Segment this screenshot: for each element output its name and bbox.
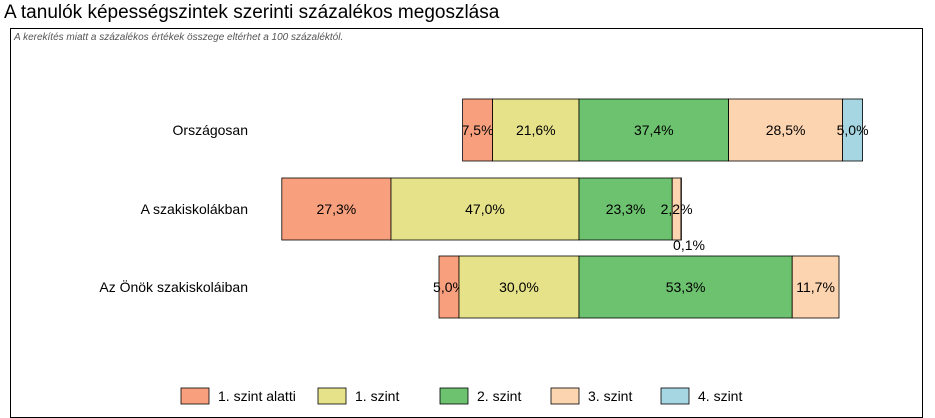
data-label: 0,1% [673, 237, 705, 253]
data-label: 2,2% [661, 201, 693, 217]
data-label: 11,7% [796, 279, 835, 295]
legend-swatch [181, 388, 209, 404]
legend-swatch [440, 388, 468, 404]
legend-swatch [661, 388, 689, 404]
data-label: 5,0% [837, 122, 869, 138]
data-label: 37,4% [634, 122, 674, 138]
data-label: 7,5% [462, 122, 494, 138]
legend-label: 4. szint [698, 388, 742, 404]
data-label: 27,3% [317, 201, 357, 217]
data-label: 30,0% [499, 279, 539, 295]
legend-label: 2. szint [477, 388, 521, 404]
category-label: A szakiskolákban [141, 201, 248, 217]
data-label: 53,3% [666, 279, 706, 295]
data-label: 23,3% [606, 201, 646, 217]
category-label: Országosan [173, 122, 248, 138]
legend-swatch [551, 388, 579, 404]
data-label: 21,6% [516, 122, 556, 138]
legend-label: 1. szint alatti [218, 388, 296, 404]
legend-label: 3. szint [588, 388, 632, 404]
legend-swatch [318, 388, 346, 404]
legend-label: 1. szint [355, 388, 399, 404]
category-label: Az Önök szakiskoláiban [99, 278, 248, 295]
data-label: 28,5% [766, 122, 806, 138]
data-label: 47,0% [465, 201, 505, 217]
